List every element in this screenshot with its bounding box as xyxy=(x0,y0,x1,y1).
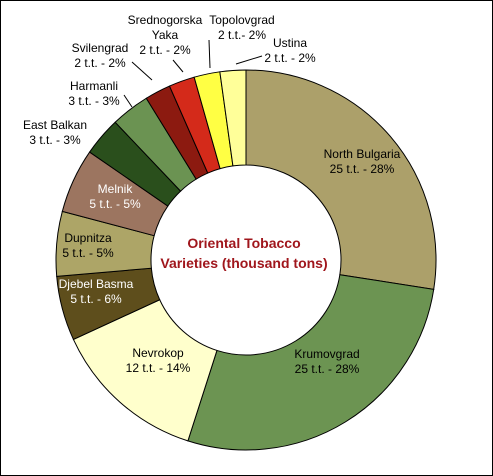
slice-label-melnik-1: 5 t.t. - 5% xyxy=(89,197,141,211)
slice-label-melnik-0: Melnik xyxy=(98,182,134,196)
slice-label-harmanli-1: 3 t.t. - 3% xyxy=(68,94,120,108)
leader-line-harmanli xyxy=(123,94,133,108)
donut-slices xyxy=(55,69,437,451)
chart-title-line-1: Oriental Tobacco xyxy=(187,235,300,251)
slice-north-bulgaria xyxy=(245,69,437,290)
slice-label-harmanli-0: Harmanli xyxy=(70,79,118,93)
slice-label-topolovgrad-1: 2 t.t.- 2% xyxy=(218,28,266,42)
slice-krumovgrad xyxy=(187,274,435,451)
leader-line-svilengrad xyxy=(131,61,153,81)
leader-line-srednogorska-yaka xyxy=(172,59,184,73)
leader-lines xyxy=(123,39,263,108)
slice-label-srednogorska-yaka-1: Yaka xyxy=(152,28,179,42)
slice-label-srednogorska-yaka-0: Srednogorska xyxy=(128,13,203,27)
slice-label-srednogorska-yaka-2: 2 t.t. - 2% xyxy=(139,43,191,57)
slice-label-topolovgrad-0: Topolovgrad xyxy=(209,13,274,27)
slice-label-krumovgrad-1: 25 t.t. - 28% xyxy=(295,362,360,376)
slice-label-north-bulgaria-0: North Bulgaria xyxy=(324,147,401,161)
slice-label-east-balkan-0: East Balkan xyxy=(23,118,87,132)
slice-label-dupnitza-1: 5 t.t. - 5% xyxy=(62,246,114,260)
slice-label-ustina-1: 2 t.t. - 2% xyxy=(264,51,316,65)
slice-ustina xyxy=(219,69,247,167)
slice-label-ustina-0: Ustina xyxy=(273,36,307,50)
slice-label-svilengrad-0: Svilengrad xyxy=(72,41,129,55)
slice-label-east-balkan-1: 3 t.t. - 3% xyxy=(29,133,81,147)
slice-label-djebel-basma-1: 5 t.t. - 6% xyxy=(70,292,122,306)
slice-label-svilengrad-1: 2 t.t. - 2% xyxy=(74,56,126,70)
slice-label-dupnitza-0: Dupnitza xyxy=(64,231,112,245)
leader-line-topolovgrad xyxy=(208,39,211,69)
slice-label-north-bulgaria-1: 25 t.t. - 28% xyxy=(330,162,395,176)
slice-label-krumovgrad-0: Krumovgrad xyxy=(294,347,359,361)
chart-title-line-2: Varieties (thousand tons) xyxy=(160,255,327,271)
leader-line-ustina xyxy=(235,55,263,65)
slice-label-djebel-basma-0: Djebel Basma xyxy=(59,277,134,291)
slice-label-nevrokop-0: Nevrokop xyxy=(132,346,184,360)
slice-label-nevrokop-1: 12 t.t. - 14% xyxy=(126,361,191,375)
